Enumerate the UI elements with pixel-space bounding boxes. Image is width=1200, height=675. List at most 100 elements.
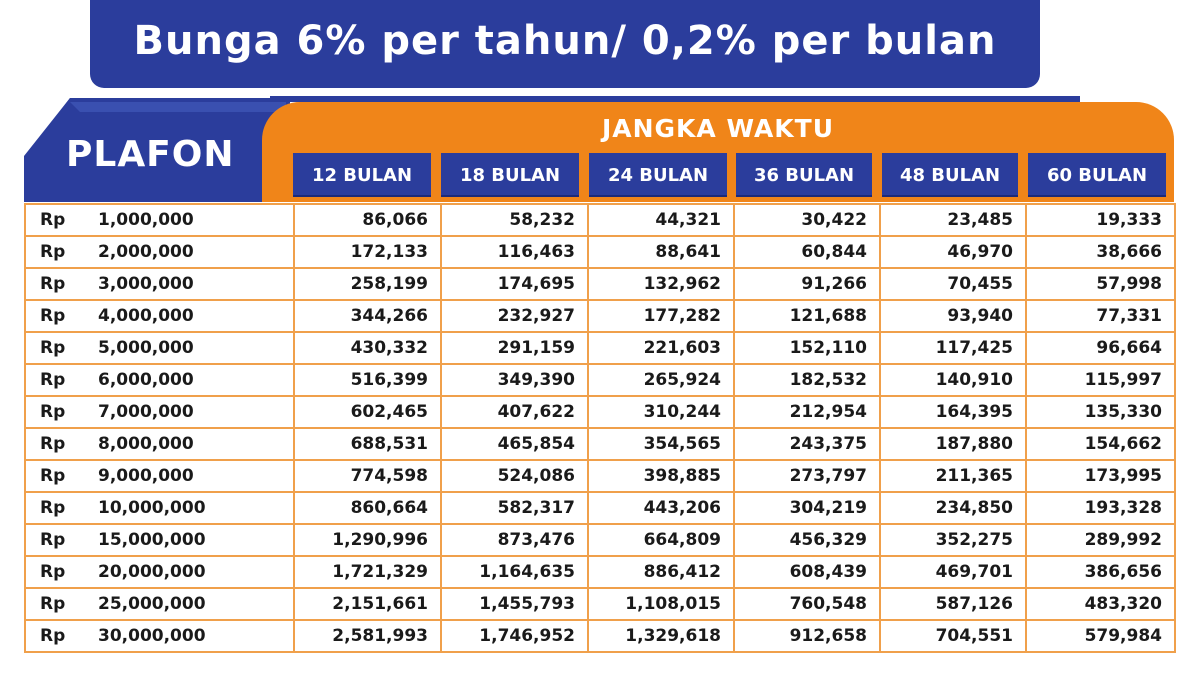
installment-cell: 1,455,793 — [440, 587, 589, 621]
installment-cell: 57,998 — [1025, 267, 1176, 301]
installment-cell: 1,721,329 — [293, 555, 442, 589]
plafon-cell: Rp 2,000,000 — [24, 235, 295, 269]
installment-cell: 912,658 — [733, 619, 881, 653]
plafon-amount: 6,000,000 — [98, 370, 194, 390]
installment-cell: 116,463 — [440, 235, 589, 269]
installment-cell: 96,664 — [1025, 331, 1176, 365]
installment-cell: 273,797 — [733, 459, 881, 493]
plafon-amount: 5,000,000 — [98, 338, 194, 358]
installment-cell: 860,664 — [293, 491, 442, 525]
plafon-amount: 9,000,000 — [98, 466, 194, 486]
installment-cell: 232,927 — [440, 299, 589, 333]
plafon-cell: Rp 30,000,000 — [24, 619, 295, 653]
currency-label: Rp — [40, 306, 66, 326]
column-header-48-bulan: 48 BULAN — [882, 153, 1018, 197]
installment-cell: 46,970 — [879, 235, 1027, 269]
installment-cell: 483,320 — [1025, 587, 1176, 621]
currency-label: Rp — [40, 594, 66, 614]
table-row: Rp 2,000,000 172,133 116,463 88,641 60,844 46,… — [24, 235, 1176, 269]
plafon-cell: Rp 6,000,000 — [24, 363, 295, 397]
table-row: Rp 8,000,000 688,531 465,854 354,565 243,375 1… — [24, 427, 1176, 461]
installment-cell: 304,219 — [733, 491, 881, 525]
plafon-cell: Rp 20,000,000 — [24, 555, 295, 589]
installment-cell: 579,984 — [1025, 619, 1176, 653]
installment-cell: 117,425 — [879, 331, 1027, 365]
installment-cell: 688,531 — [293, 427, 442, 461]
plafon-amount: 4,000,000 — [98, 306, 194, 326]
installment-cell: 211,365 — [879, 459, 1027, 493]
plafon-cell: Rp 25,000,000 — [24, 587, 295, 621]
plafon-header-shape — [0, 98, 290, 202]
currency-label: Rp — [40, 530, 66, 550]
installment-cell: 1,329,618 — [587, 619, 735, 653]
installment-cell: 193,328 — [1025, 491, 1176, 525]
installment-cell: 1,290,996 — [293, 523, 442, 557]
table-row: Rp 1,000,000 86,066 58,232 44,321 30,422 23,48… — [24, 203, 1176, 237]
installment-cell: 349,390 — [440, 363, 589, 397]
installment-cell: 1,108,015 — [587, 587, 735, 621]
table-body: Rp 1,000,000 86,066 58,232 44,321 30,422 23,48… — [24, 203, 1176, 653]
title-banner: Bunga 6% per tahun/ 0,2% per bulan — [90, 0, 1040, 88]
installment-cell: 135,330 — [1025, 395, 1176, 429]
plafon-amount: 10,000,000 — [98, 498, 206, 518]
installment-cell: 456,329 — [733, 523, 881, 557]
table-row: Rp 7,000,000 602,465 407,622 310,244 212,954 1… — [24, 395, 1176, 429]
installment-cell: 524,086 — [440, 459, 589, 493]
installment-cell: 398,885 — [587, 459, 735, 493]
installment-cell: 1,164,635 — [440, 555, 589, 589]
column-header-60-bulan: 60 BULAN — [1028, 153, 1166, 197]
column-header-24-bulan: 24 BULAN — [589, 153, 727, 197]
installment-cell: 587,126 — [879, 587, 1027, 621]
table-row: Rp 10,000,000 860,664 582,317 443,206 304,219… — [24, 491, 1176, 525]
installment-cell: 70,455 — [879, 267, 1027, 301]
installment-table: Rp 1,000,000 86,066 58,232 44,321 30,422 23,48… — [24, 203, 1176, 653]
column-header-36-bulan: 36 BULAN — [736, 153, 872, 197]
table-row: Rp 6,000,000 516,399 349,390 265,924 182,532 1… — [24, 363, 1176, 397]
installment-cell: 407,622 — [440, 395, 589, 429]
installment-cell: 60,844 — [733, 235, 881, 269]
installment-cell: 172,133 — [293, 235, 442, 269]
installment-cell: 465,854 — [440, 427, 589, 461]
installment-cell: 1,746,952 — [440, 619, 589, 653]
installment-cell: 38,666 — [1025, 235, 1176, 269]
installment-cell: 140,910 — [879, 363, 1027, 397]
installment-cell: 164,395 — [879, 395, 1027, 429]
installment-cell: 608,439 — [733, 555, 881, 589]
currency-label: Rp — [40, 402, 66, 422]
installment-cell: 93,940 — [879, 299, 1027, 333]
installment-cell: 2,151,661 — [293, 587, 442, 621]
table-row: Rp 3,000,000 258,199 174,695 132,962 91,266 70… — [24, 267, 1176, 301]
installment-cell: 664,809 — [587, 523, 735, 557]
plafon-amount: 20,000,000 — [98, 562, 206, 582]
installment-cell: 154,662 — [1025, 427, 1176, 461]
plafon-amount: 8,000,000 — [98, 434, 194, 454]
banner-title: Bunga 6% per tahun/ 0,2% per bulan — [133, 18, 997, 64]
currency-label: Rp — [40, 338, 66, 358]
installment-cell: 30,422 — [733, 203, 881, 237]
installment-cell: 173,995 — [1025, 459, 1176, 493]
installment-cell: 152,110 — [733, 331, 881, 365]
installment-cell: 234,850 — [879, 491, 1027, 525]
table-row: Rp 4,000,000 344,266 232,927 177,282 121,688 9… — [24, 299, 1176, 333]
plafon-amount: 1,000,000 — [98, 210, 194, 230]
installment-cell: 19,333 — [1025, 203, 1176, 237]
installment-cell: 443,206 — [587, 491, 735, 525]
table-row: Rp 5,000,000 430,332 291,159 221,603 152,110 1… — [24, 331, 1176, 365]
plafon-amount: 30,000,000 — [98, 626, 206, 646]
installment-cell: 516,399 — [293, 363, 442, 397]
currency-label: Rp — [40, 370, 66, 390]
plafon-cell: Rp 3,000,000 — [24, 267, 295, 301]
installment-cell: 23,485 — [879, 203, 1027, 237]
plafon-label: PLAFON — [66, 134, 235, 175]
plafon-cell: Rp 1,000,000 — [24, 203, 295, 237]
currency-label: Rp — [40, 210, 66, 230]
table-row: Rp 15,000,000 1,290,996 873,476 664,809 456,3… — [24, 523, 1176, 557]
installment-cell: 177,282 — [587, 299, 735, 333]
installment-cell: 58,232 — [440, 203, 589, 237]
installment-cell: 212,954 — [733, 395, 881, 429]
column-header-18-bulan: 18 BULAN — [441, 153, 579, 197]
installment-cell: 582,317 — [440, 491, 589, 525]
installment-cell: 760,548 — [733, 587, 881, 621]
header-top-stripe — [270, 96, 1080, 102]
installment-cell: 221,603 — [587, 331, 735, 365]
